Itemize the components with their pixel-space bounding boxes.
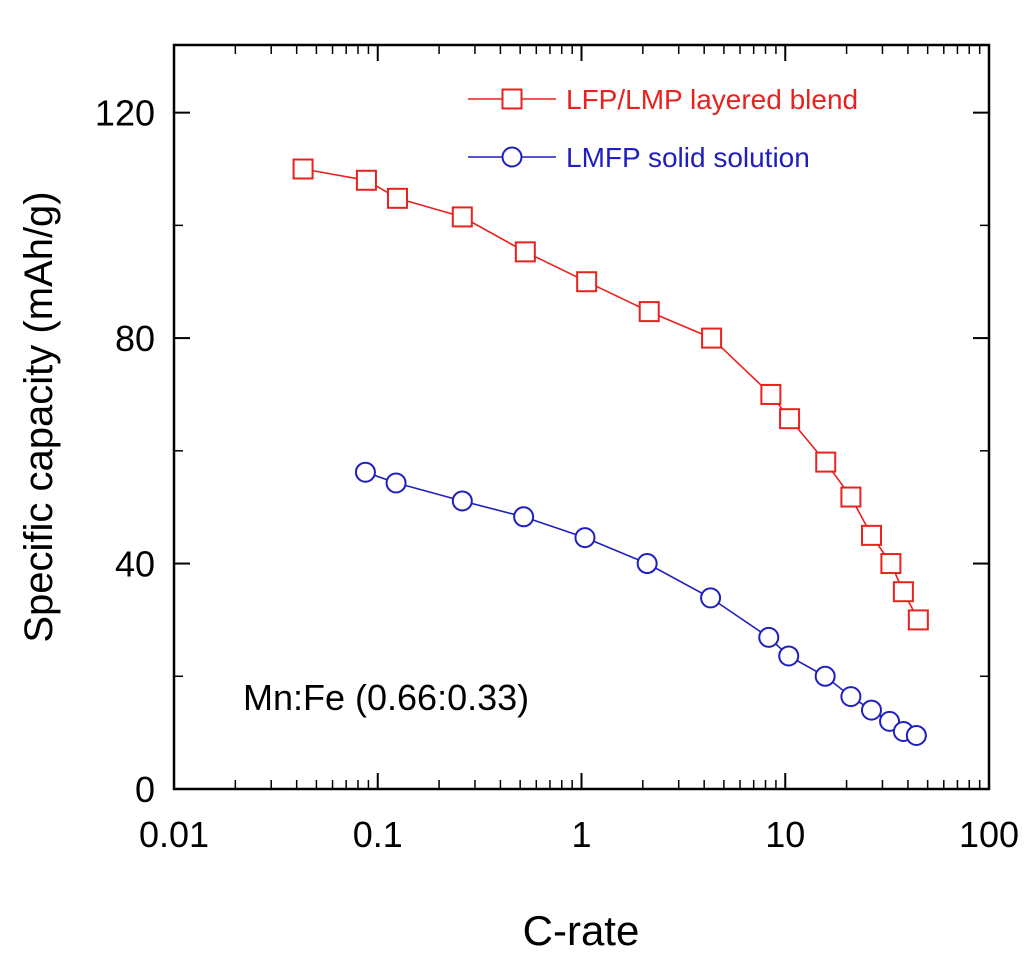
series-2: [354, 461, 927, 746]
data-point-square: [638, 301, 660, 323]
data-point-circle: [354, 461, 376, 483]
data-point-square: [386, 187, 408, 209]
data-point-circle: [758, 626, 780, 648]
data-point-circle: [700, 587, 722, 609]
data-point-square: [840, 486, 862, 508]
y-tick-label: 80: [115, 318, 155, 359]
data-point-square: [779, 408, 801, 430]
series-1: [292, 158, 929, 631]
legend-marker-square: [501, 88, 523, 110]
series-line: [302, 168, 920, 621]
data-point-circle: [860, 699, 882, 721]
annotation-text: Mn:Fe (0.66:0.33): [243, 677, 529, 718]
data-point-circle: [385, 472, 407, 494]
legend-label: LMFP solid solution: [566, 142, 810, 173]
x-axis-label: C-rate: [523, 907, 640, 954]
data-point-circle: [451, 490, 473, 512]
x-tick-label: 100: [959, 814, 1019, 855]
data-point-circle: [778, 645, 800, 667]
data-point-circle: [840, 686, 862, 708]
data-point-square: [892, 581, 914, 603]
data-point-square: [880, 553, 902, 575]
y-tick-label: 0: [135, 769, 155, 810]
x-tick-label: 0.1: [353, 814, 403, 855]
data-point-square: [760, 383, 782, 405]
data-point-circle: [636, 553, 658, 575]
data-point-circle: [574, 527, 596, 549]
axis-tick-labels: 0.01 0.1 1 10 100 0 40 80 120: [95, 93, 1019, 855]
x-tick-label: 10: [765, 814, 805, 855]
data-point-square: [907, 609, 929, 631]
legend-marker-circle: [501, 146, 523, 168]
x-tick-label: 1: [571, 814, 591, 855]
data-point-circle: [905, 724, 927, 746]
y-axis-label: Specific capacity (mAh/g): [17, 191, 61, 642]
legend-label: LFP/LMP layered blend: [566, 84, 858, 115]
legend: LFP/LMP layered blend LMFP solid solution: [468, 84, 858, 173]
data-point-square: [576, 271, 598, 293]
data-point-circle: [879, 710, 901, 732]
data-point-square: [701, 327, 723, 349]
axis-ticks: [173, 45, 990, 790]
data-point-circle: [513, 506, 535, 528]
legend-item: LMFP solid solution: [468, 142, 810, 173]
data-point-circle: [814, 665, 836, 687]
legend-item: LFP/LMP layered blend: [468, 84, 858, 115]
data-point-square: [451, 206, 473, 228]
y-tick-label: 40: [115, 544, 155, 585]
y-tick-label: 120: [95, 93, 155, 134]
series-layer: [292, 158, 929, 746]
data-point-square: [815, 451, 837, 473]
data-point-square: [292, 158, 314, 180]
data-point-square: [860, 524, 882, 546]
data-point-square: [514, 241, 536, 263]
data-point-square: [355, 169, 377, 191]
x-tick-label: 0.01: [139, 814, 209, 855]
